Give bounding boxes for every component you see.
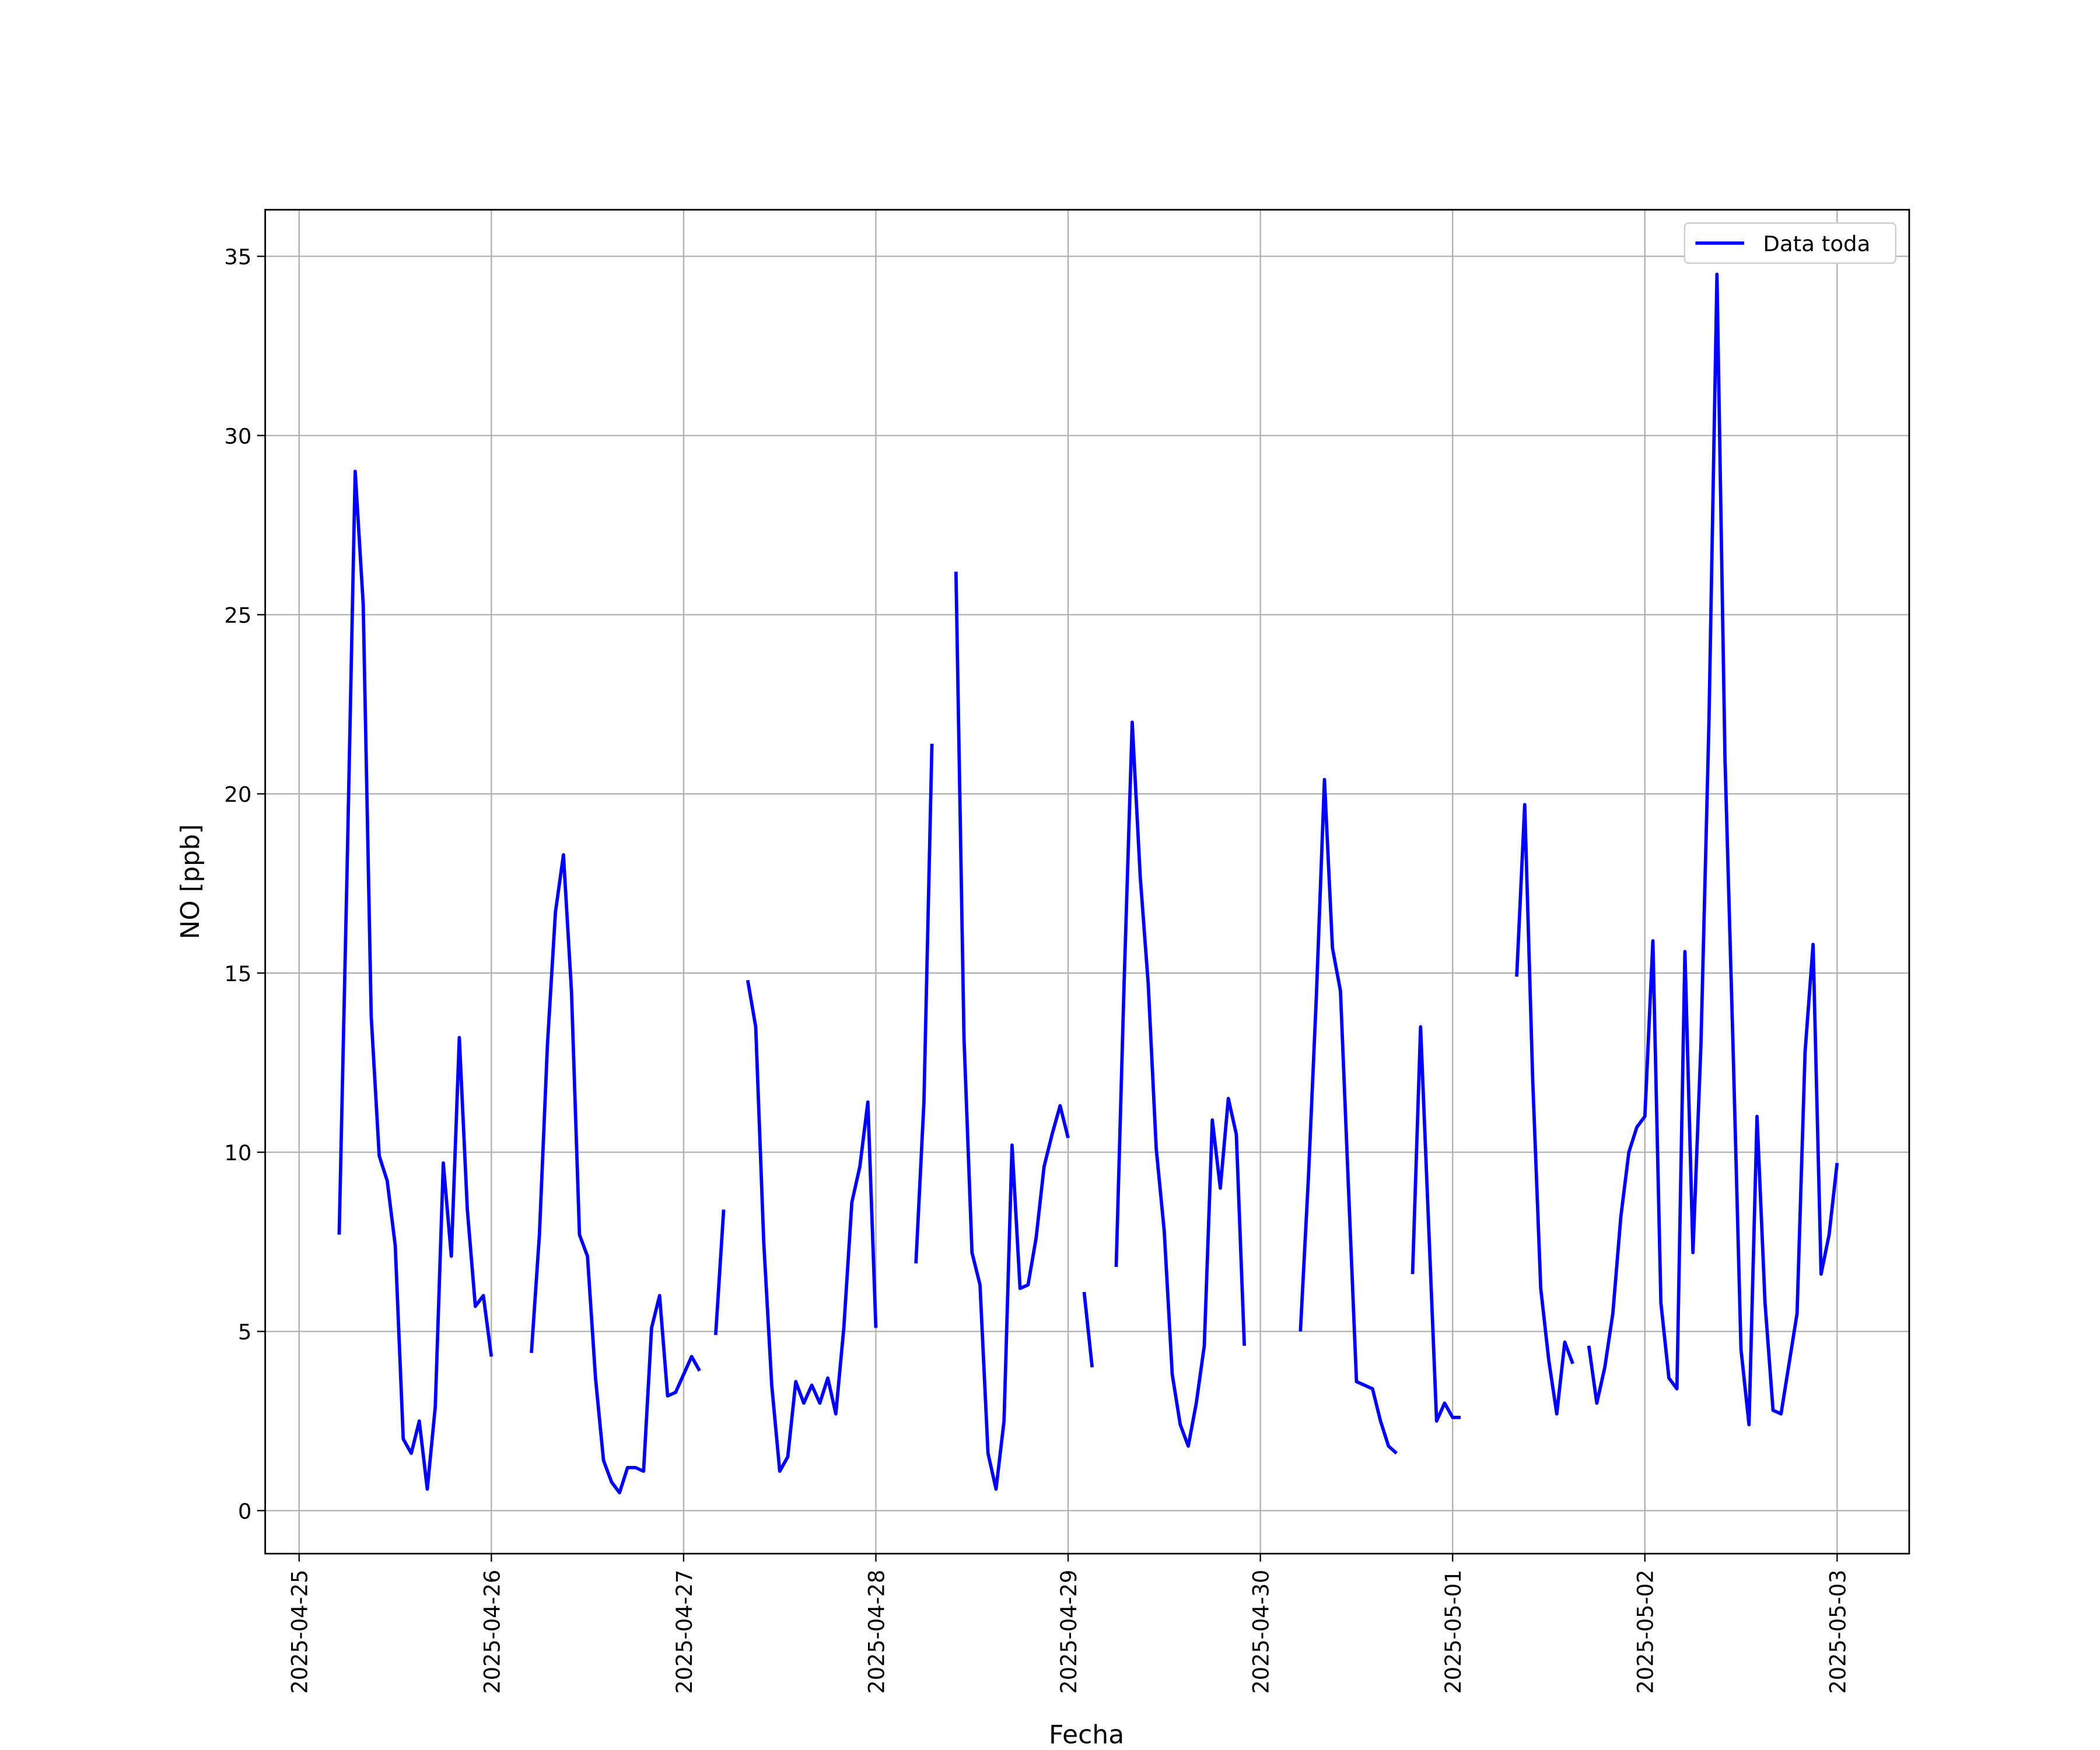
y-tick-label: 15 (224, 961, 251, 986)
y-axis-label: NO [ppb] (176, 824, 205, 939)
y-tick-label: 35 (224, 244, 251, 270)
plot-frame (264, 209, 1910, 1555)
x-tick-label: 2025-05-01 (1441, 1570, 1466, 1694)
legend-label: Data toda (1763, 232, 1870, 257)
y-tick-label: 10 (224, 1140, 251, 1166)
x-tick-label: 2025-04-29 (1056, 1570, 1082, 1694)
y-tick-label: 25 (224, 603, 251, 628)
x-tick-label: 2025-04-26 (480, 1570, 505, 1694)
x-tick-label: 2025-04-27 (672, 1570, 697, 1694)
data-line (337, 272, 1839, 1494)
legend-box (1684, 222, 1896, 264)
x-tick-label: 2025-04-25 (287, 1570, 312, 1694)
y-tick-label: 0 (238, 1499, 252, 1524)
y-tick-label: 20 (224, 782, 251, 807)
x-tick-label: 2025-04-28 (864, 1570, 889, 1694)
y-tick-label: 30 (224, 424, 251, 449)
x-tick-label: 2025-05-03 (1825, 1570, 1850, 1694)
x-tick-label: 2025-04-30 (1248, 1570, 1273, 1694)
x-tick-label: 2025-05-02 (1633, 1570, 1658, 1694)
y-tick-label: 5 (238, 1320, 252, 1345)
x-axis-label: Fecha (1049, 1720, 1124, 1750)
